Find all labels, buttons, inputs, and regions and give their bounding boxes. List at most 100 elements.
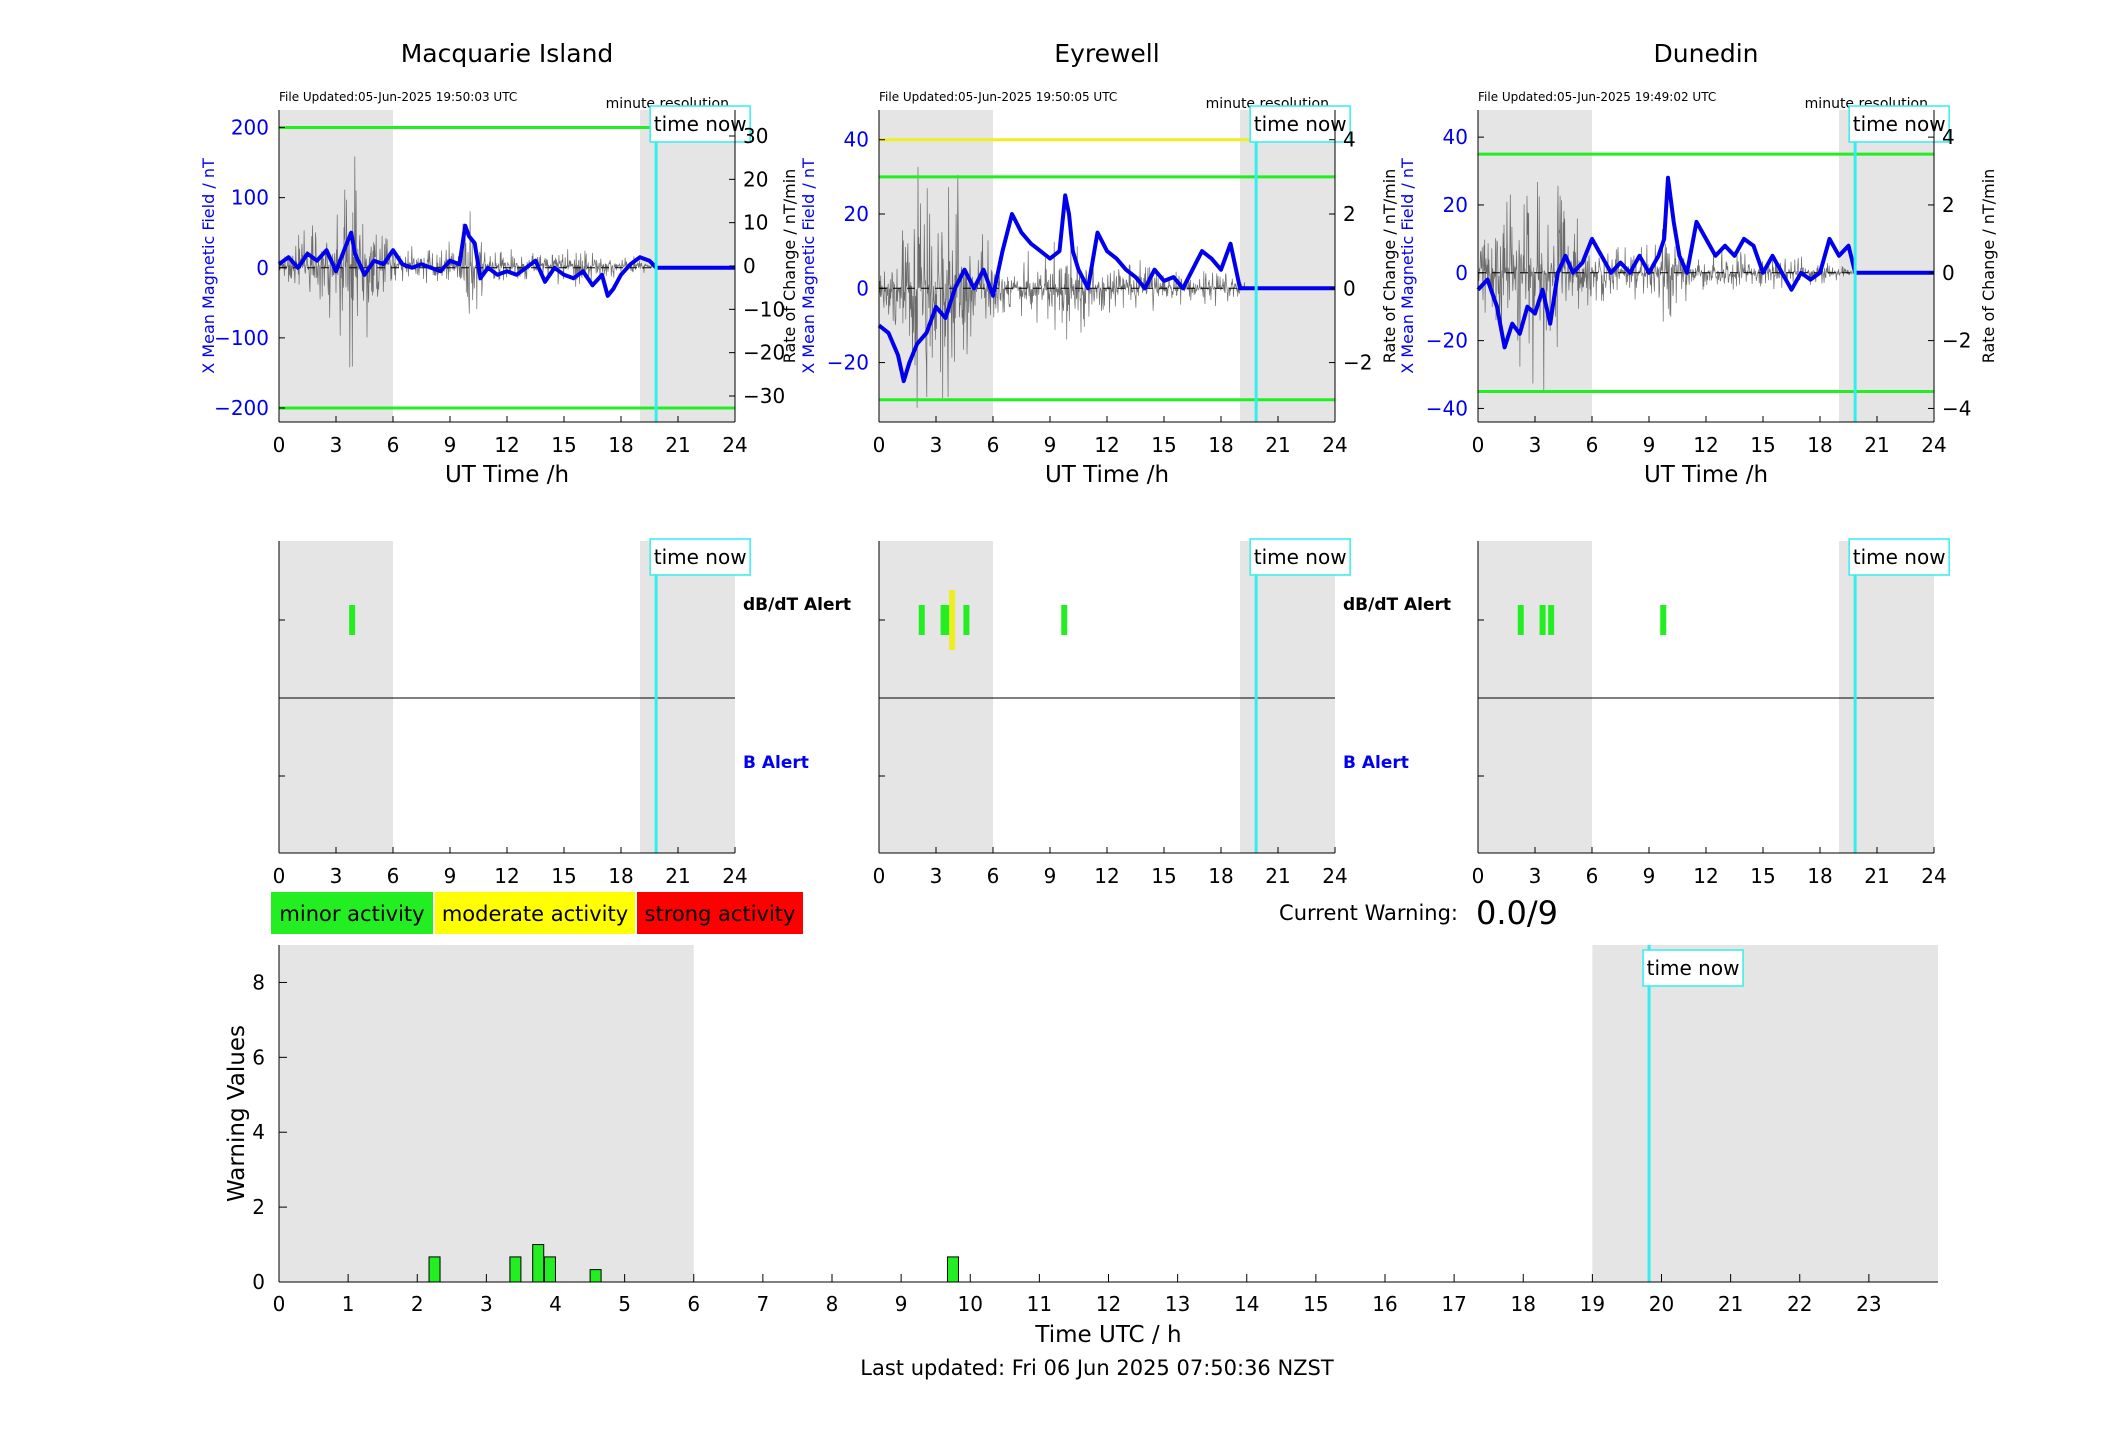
rate-of-change-series xyxy=(278,156,657,368)
night-shading xyxy=(279,541,393,853)
x-tick-label: 6 xyxy=(987,864,1000,888)
y-right-tick-label: 4 xyxy=(1942,125,1955,149)
legend-label: moderate activity xyxy=(442,902,628,926)
x-tick-label: 0 xyxy=(1472,864,1485,888)
x-tick-label: 6 xyxy=(987,433,1000,457)
x-tick-label: 15 xyxy=(551,433,576,457)
x-tick-label: 10 xyxy=(958,1292,983,1316)
x-tick-label: 0 xyxy=(273,864,286,888)
y-left-tick-label: −20 xyxy=(1426,329,1468,353)
warning-bar xyxy=(532,1244,545,1283)
x-tick-label: 3 xyxy=(1529,433,1542,457)
x-tick-label: 0 xyxy=(873,864,886,888)
legend-label: strong activity xyxy=(645,902,796,926)
x-tick-label: 12 xyxy=(1096,1292,1121,1316)
x-tick-label: 15 xyxy=(551,864,576,888)
x-tick-label: 15 xyxy=(1151,864,1176,888)
warning-bar xyxy=(589,1269,602,1283)
night-shading xyxy=(1592,945,1938,1282)
time-now-marker-box xyxy=(1848,105,1950,143)
x-tick-label: 21 xyxy=(1864,864,1889,888)
night-shading xyxy=(1839,541,1934,853)
y-right-tick-label: −2 xyxy=(1942,329,1971,353)
x-tick-label: 0 xyxy=(873,433,886,457)
dbdt-alert-event xyxy=(1517,605,1524,635)
mean-field-series xyxy=(877,193,1335,384)
y-left-tick-label: −40 xyxy=(1426,396,1468,420)
y-left-tick-label: 40 xyxy=(844,128,869,152)
x-tick-label: 9 xyxy=(444,864,457,888)
x-tick-label: 15 xyxy=(1151,433,1176,457)
y-right-tick-label: 20 xyxy=(743,167,768,191)
y-right-tick-label: 2 xyxy=(1343,202,1356,226)
mean-field-series xyxy=(277,223,735,298)
x-tick-label: 14 xyxy=(1234,1292,1259,1316)
x-axis-label: UT Time /h xyxy=(1045,462,1169,488)
x-tick-label: 21 xyxy=(665,864,690,888)
time-now-marker-label: time now xyxy=(1853,545,1946,569)
y-tick-label: 2 xyxy=(252,1195,265,1219)
y-right-tick-label: 4 xyxy=(1343,128,1356,152)
x-tick-label: 13 xyxy=(1165,1292,1190,1316)
x-tick-label: 12 xyxy=(494,864,519,888)
x-tick-label: 12 xyxy=(1094,433,1119,457)
x-tick-label: 21 xyxy=(1265,433,1290,457)
y-left-tick-label: 200 xyxy=(231,116,269,140)
x-tick-label: 6 xyxy=(1586,864,1599,888)
x-tick-label: 3 xyxy=(480,1292,493,1316)
x-tick-label: 15 xyxy=(1750,864,1775,888)
x-tick-label: 23 xyxy=(1856,1292,1881,1316)
y-left-tick-label: 100 xyxy=(231,186,269,210)
time-now-marker-box xyxy=(1249,538,1351,576)
dbdt-alert-event xyxy=(949,590,956,650)
y-left-tick-label: 40 xyxy=(1443,125,1468,149)
y-right-tick-label: 0 xyxy=(743,254,756,278)
x-tick-label: 2 xyxy=(411,1292,424,1316)
y-axis-label: Warning Values xyxy=(224,1025,250,1202)
x-tick-label: 9 xyxy=(1643,433,1656,457)
station-panel-1: Macquarie Island File Updated:05-Jun-2025… xyxy=(199,39,799,488)
x-tick-label: 6 xyxy=(687,1292,700,1316)
x-tick-label: 3 xyxy=(330,433,343,457)
x-tick-label: 24 xyxy=(722,433,747,457)
x-tick-label: 15 xyxy=(1750,433,1775,457)
x-tick-label: 6 xyxy=(387,433,400,457)
mean-field-series xyxy=(1476,175,1934,350)
y-right-tick-label: −2 xyxy=(1343,351,1372,375)
x-axis-label: UT Time /h xyxy=(445,462,569,488)
dbdt-alert-event xyxy=(1548,605,1555,635)
night-shading xyxy=(879,541,993,853)
time-now-marker-label: time now xyxy=(654,545,747,569)
x-tick-label: 5 xyxy=(618,1292,631,1316)
night-shading xyxy=(1240,541,1335,853)
x-tick-label: 24 xyxy=(1322,864,1347,888)
x-tick-label: 6 xyxy=(387,864,400,888)
y-right-tick-label: 0 xyxy=(1343,276,1356,300)
y-left-axis-label: X Mean Magnetic Field / nT xyxy=(799,158,818,374)
dbdt-alert-event xyxy=(918,605,925,635)
legend-item-1: minor activity xyxy=(271,892,433,934)
y-tick-label: 0 xyxy=(252,1270,265,1294)
x-tick-label: 7 xyxy=(757,1292,770,1316)
station-title: Macquarie Island xyxy=(401,39,614,68)
legend-label: minor activity xyxy=(279,902,424,926)
dbdt-alert-event xyxy=(1061,605,1068,635)
time-now-marker-label: time now xyxy=(1647,956,1740,980)
x-tick-label: 12 xyxy=(1693,864,1718,888)
x-tick-label: 9 xyxy=(895,1292,908,1316)
y-right-tick-label: −30 xyxy=(743,384,785,408)
y-right-tick-label: 2 xyxy=(1942,193,1955,217)
dbdt-alert-event xyxy=(1660,605,1667,635)
time-now-marker-label: time now xyxy=(1254,112,1347,136)
y-left-tick-label: 20 xyxy=(1443,193,1468,217)
file-updated-text: File Updated:05-Jun-2025 19:49:02 UTC xyxy=(1478,90,1716,104)
alert-panel-2: time now 0 3 6 9 12 15 18 21 24 dB/dT Alert B Alert xyxy=(873,538,1451,888)
y-left-axis-label: X Mean Magnetic Field / nT xyxy=(199,158,218,374)
x-tick-label: 18 xyxy=(608,433,633,457)
night-shading xyxy=(1240,110,1335,422)
warning-bar xyxy=(543,1256,556,1283)
y-right-tick-label: −4 xyxy=(1942,396,1971,420)
legend-swatch xyxy=(435,892,635,934)
